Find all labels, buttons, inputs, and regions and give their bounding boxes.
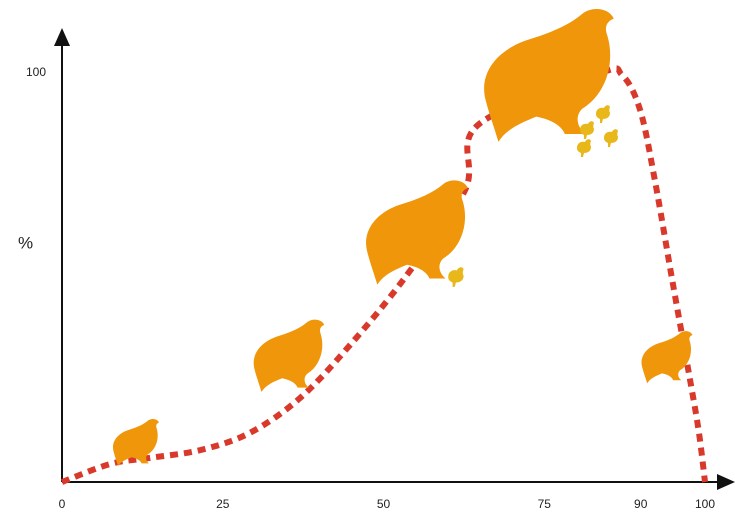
y-tick-label: 100	[26, 65, 46, 79]
chick	[580, 121, 594, 139]
chick	[448, 267, 464, 287]
data-line	[60, 65, 708, 485]
x-tick-label: 0	[59, 497, 66, 511]
x-tick-label: 50	[377, 497, 391, 511]
axes	[54, 28, 735, 490]
x-tick-label: 75	[538, 497, 552, 511]
chick	[596, 105, 610, 123]
chick	[577, 139, 591, 157]
y-axis-label: %	[18, 233, 33, 252]
chicks	[448, 105, 618, 287]
quail-late	[641, 331, 693, 384]
x-tick-label: 100	[695, 497, 715, 511]
quail-largest	[484, 8, 614, 142]
y-axis-arrow	[54, 28, 70, 46]
x-tick-label: 90	[634, 497, 648, 511]
decorations	[112, 8, 693, 467]
x-tick-label: 25	[216, 497, 230, 511]
quail-large	[366, 180, 468, 285]
plot-area	[60, 65, 708, 485]
quail-medium	[253, 319, 325, 392]
x-axis-arrow	[717, 474, 735, 490]
chick	[604, 129, 618, 147]
